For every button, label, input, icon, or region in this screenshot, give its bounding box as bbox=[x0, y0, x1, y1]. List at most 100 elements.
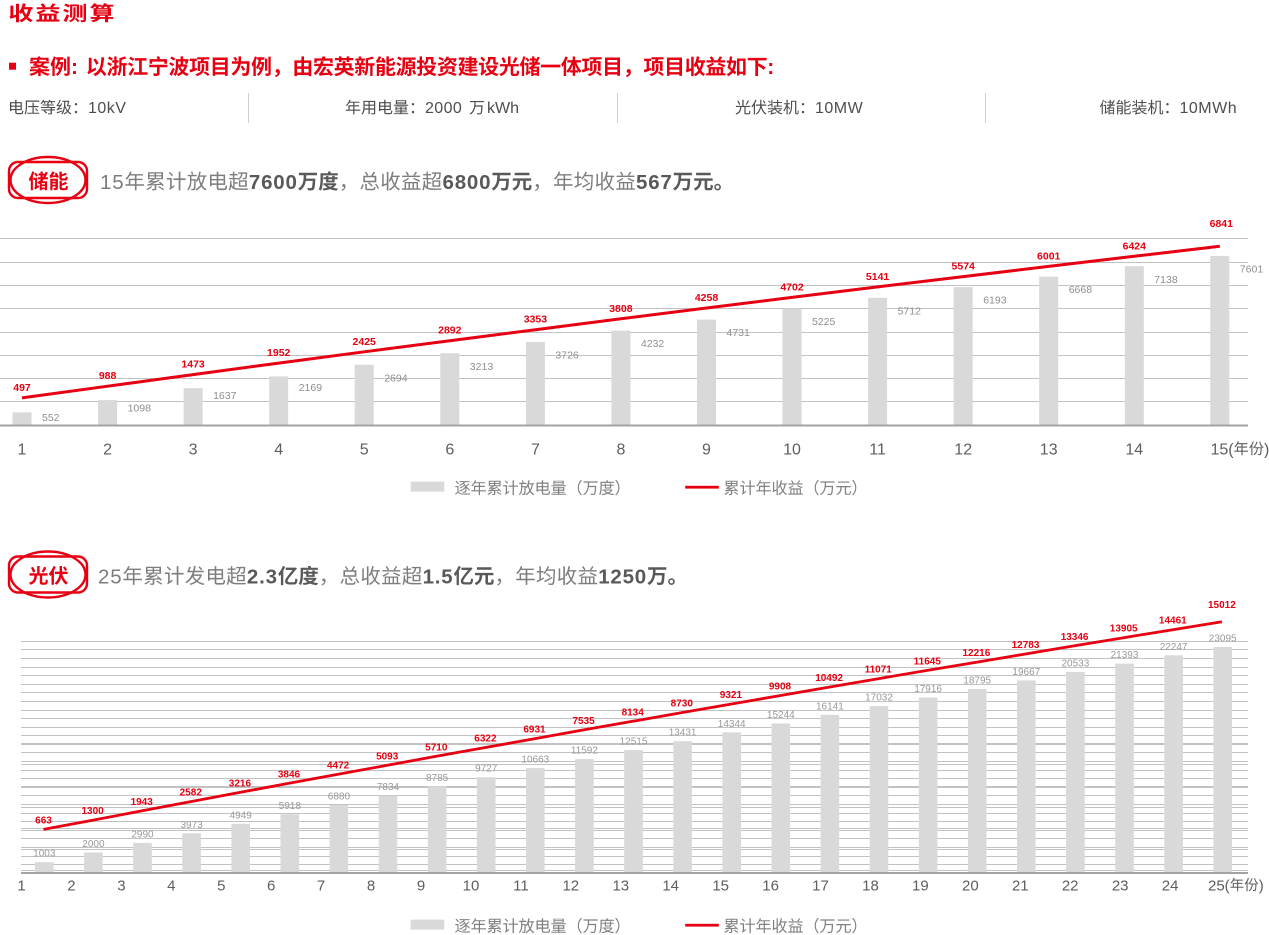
svg-text:16141: 16141 bbox=[816, 701, 844, 712]
svg-text:8785: 8785 bbox=[426, 773, 449, 784]
svg-text:14461: 14461 bbox=[1159, 616, 1187, 627]
svg-text:9727: 9727 bbox=[475, 764, 498, 775]
svg-text:11: 11 bbox=[513, 878, 529, 895]
svg-text:1473: 1473 bbox=[181, 359, 205, 371]
svg-text:1: 1 bbox=[17, 878, 25, 895]
svg-text:kWh: kWh bbox=[487, 100, 519, 117]
svg-text:1098: 1098 bbox=[128, 403, 152, 415]
svg-text:6841: 6841 bbox=[1210, 218, 1234, 230]
svg-text:988: 988 bbox=[99, 370, 117, 382]
svg-text:3213: 3213 bbox=[470, 361, 494, 373]
svg-text:11071: 11071 bbox=[865, 665, 893, 676]
svg-text:21393: 21393 bbox=[1111, 650, 1139, 661]
svg-text:10MW: 10MW bbox=[815, 100, 864, 117]
svg-text:13905: 13905 bbox=[1110, 624, 1138, 635]
svg-text:11592: 11592 bbox=[571, 746, 599, 757]
svg-text:1003: 1003 bbox=[33, 849, 56, 860]
svg-text:10663: 10663 bbox=[521, 755, 549, 766]
svg-text:1952: 1952 bbox=[267, 347, 291, 359]
svg-text:1637: 1637 bbox=[213, 390, 237, 402]
svg-text:23: 23 bbox=[1112, 878, 1129, 895]
svg-text:2892: 2892 bbox=[438, 325, 462, 337]
svg-text:22247: 22247 bbox=[1160, 642, 1188, 653]
svg-text:17: 17 bbox=[812, 878, 829, 895]
svg-text:19: 19 bbox=[912, 878, 929, 895]
svg-text:7834: 7834 bbox=[377, 782, 400, 793]
svg-text:5141: 5141 bbox=[866, 271, 890, 283]
svg-text:6424: 6424 bbox=[1123, 240, 1147, 252]
svg-text:552: 552 bbox=[42, 412, 60, 424]
svg-text::: : bbox=[767, 56, 774, 79]
svg-text:6800: 6800 bbox=[443, 171, 492, 194]
svg-text:12: 12 bbox=[562, 878, 579, 895]
svg-text:25(: 25( bbox=[1208, 878, 1230, 895]
svg-text:17032: 17032 bbox=[865, 693, 893, 704]
svg-text:6193: 6193 bbox=[983, 295, 1007, 307]
svg-text:4: 4 bbox=[167, 878, 175, 895]
svg-text:18795: 18795 bbox=[963, 675, 991, 686]
svg-text:3846: 3846 bbox=[278, 769, 301, 780]
svg-text:20: 20 bbox=[962, 878, 979, 895]
svg-text:13431: 13431 bbox=[669, 728, 697, 739]
svg-text:12216: 12216 bbox=[962, 648, 990, 659]
svg-text:11645: 11645 bbox=[914, 656, 942, 667]
svg-text:15: 15 bbox=[712, 878, 729, 895]
svg-text:22: 22 bbox=[1062, 878, 1079, 895]
svg-text:7138: 7138 bbox=[1154, 274, 1178, 286]
svg-text:5: 5 bbox=[217, 878, 225, 895]
svg-text::: : bbox=[71, 56, 78, 79]
svg-text:5918: 5918 bbox=[279, 801, 302, 812]
svg-text:12783: 12783 bbox=[1012, 640, 1040, 651]
svg-text:2: 2 bbox=[103, 442, 112, 459]
svg-text:13346: 13346 bbox=[1061, 632, 1089, 643]
svg-text:6322: 6322 bbox=[474, 734, 497, 745]
svg-text:14: 14 bbox=[1125, 442, 1143, 459]
svg-text:9: 9 bbox=[702, 442, 711, 459]
svg-text:21: 21 bbox=[1012, 878, 1029, 895]
svg-text:5712: 5712 bbox=[898, 305, 922, 317]
svg-text:3726: 3726 bbox=[555, 350, 579, 362]
svg-text:8730: 8730 bbox=[671, 699, 694, 710]
svg-text:7: 7 bbox=[317, 878, 325, 895]
svg-text:15(: 15( bbox=[1211, 442, 1235, 459]
svg-text:4731: 4731 bbox=[727, 327, 751, 339]
svg-text:5093: 5093 bbox=[376, 751, 399, 762]
svg-text:5: 5 bbox=[360, 442, 369, 459]
svg-text:10MWh: 10MWh bbox=[1180, 100, 1238, 117]
svg-text:5225: 5225 bbox=[812, 316, 836, 328]
svg-text:7535: 7535 bbox=[572, 716, 595, 727]
svg-text:6001: 6001 bbox=[1037, 250, 1061, 262]
svg-text:567: 567 bbox=[636, 171, 673, 194]
svg-text:16: 16 bbox=[762, 878, 779, 895]
svg-text:11: 11 bbox=[869, 442, 886, 459]
svg-text:2.3: 2.3 bbox=[247, 565, 278, 588]
svg-text:9321: 9321 bbox=[720, 690, 743, 701]
svg-text:4702: 4702 bbox=[780, 281, 804, 293]
svg-text:14344: 14344 bbox=[718, 719, 746, 730]
svg-text:6668: 6668 bbox=[1069, 284, 1093, 296]
svg-text:7600: 7600 bbox=[249, 171, 298, 194]
svg-text:10: 10 bbox=[463, 878, 480, 895]
svg-text:3: 3 bbox=[189, 442, 198, 459]
svg-text:24: 24 bbox=[1162, 878, 1179, 895]
svg-text:): ) bbox=[1259, 878, 1264, 895]
svg-text:15012: 15012 bbox=[1208, 600, 1236, 611]
svg-text:20533: 20533 bbox=[1061, 659, 1089, 670]
svg-text:2582: 2582 bbox=[180, 788, 203, 799]
svg-text:9: 9 bbox=[417, 878, 425, 895]
svg-text:23095: 23095 bbox=[1209, 634, 1237, 645]
svg-text:15244: 15244 bbox=[767, 710, 795, 721]
svg-text:8: 8 bbox=[616, 442, 625, 459]
svg-text:5574: 5574 bbox=[952, 261, 976, 273]
svg-text:4949: 4949 bbox=[230, 810, 253, 821]
svg-text:2169: 2169 bbox=[299, 382, 323, 394]
svg-text:25: 25 bbox=[98, 565, 122, 588]
svg-text:3808: 3808 bbox=[609, 303, 633, 315]
svg-text:2000: 2000 bbox=[82, 839, 105, 850]
svg-text:663: 663 bbox=[35, 815, 52, 826]
svg-text:4232: 4232 bbox=[641, 338, 665, 350]
svg-text:10kV: 10kV bbox=[88, 100, 126, 117]
svg-text:1250: 1250 bbox=[598, 565, 647, 588]
svg-text:10: 10 bbox=[783, 442, 801, 459]
svg-text:6931: 6931 bbox=[523, 725, 546, 736]
